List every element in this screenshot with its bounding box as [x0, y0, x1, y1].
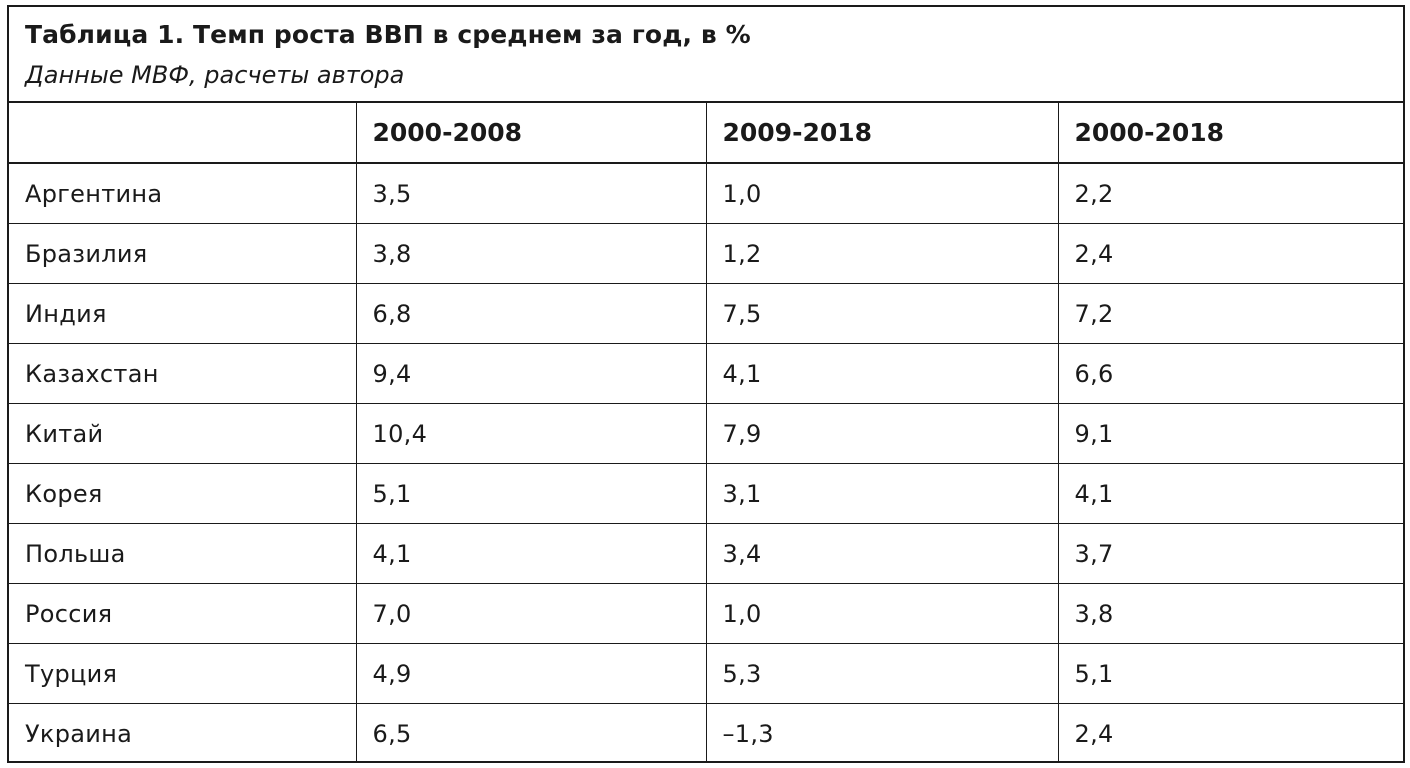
country-cell: Россия — [9, 583, 357, 644]
table-row: Индия 6,8 7,5 7,2 — [9, 283, 1403, 344]
country-cell: Бразилия — [9, 223, 357, 284]
table-frame: Таблица 1. Темп роста ВВП в среднем за г… — [7, 5, 1405, 763]
value-cell: 2,2 — [1058, 163, 1403, 224]
value-cell: 2,4 — [1058, 223, 1403, 284]
table-title: Таблица 1. Темп роста ВВП в среднем за г… — [25, 20, 751, 49]
table-row: Польша 4,1 3,4 3,7 — [9, 523, 1403, 584]
value-cell: 4,1 — [706, 343, 1059, 404]
value-cell: 3,4 — [706, 523, 1059, 584]
country-cell: Казахстан — [9, 343, 357, 404]
country-cell: Аргентина — [9, 163, 357, 224]
value-cell: 9,4 — [356, 343, 707, 404]
header-row: 2000-2008 2009-2018 2000-2018 — [9, 103, 1403, 164]
value-cell: 4,1 — [1058, 463, 1403, 524]
country-cell: Украина — [9, 703, 357, 763]
header-cell-2009-2018: 2009-2018 — [706, 103, 1059, 164]
value-cell: 3,7 — [1058, 523, 1403, 584]
country-cell: Польша — [9, 523, 357, 584]
value-cell: 3,1 — [706, 463, 1059, 524]
value-cell: –1,3 — [706, 703, 1059, 763]
value-cell: 7,2 — [1058, 283, 1403, 344]
table-row: Украина 6,5 –1,3 2,4 — [9, 703, 1403, 763]
value-cell: 6,5 — [356, 703, 707, 763]
value-cell: 4,9 — [356, 643, 707, 704]
value-cell: 10,4 — [356, 403, 707, 464]
value-cell: 9,1 — [1058, 403, 1403, 464]
country-cell: Китай — [9, 403, 357, 464]
value-cell: 3,5 — [356, 163, 707, 224]
table-row: Корея 5,1 3,1 4,1 — [9, 463, 1403, 524]
gdp-growth-table: 2000-2008 2009-2018 2000-2018 Аргентина … — [9, 103, 1403, 763]
value-cell: 5,1 — [1058, 643, 1403, 704]
header-cell-country — [9, 103, 357, 164]
value-cell: 5,1 — [356, 463, 707, 524]
value-cell: 6,8 — [356, 283, 707, 344]
table-row: Бразилия 3,8 1,2 2,4 — [9, 223, 1403, 284]
value-cell: 3,8 — [1058, 583, 1403, 644]
value-cell: 1,2 — [706, 223, 1059, 284]
table-caption: Таблица 1. Темп роста ВВП в среднем за г… — [9, 7, 1403, 103]
table-row: Россия 7,0 1,0 3,8 — [9, 583, 1403, 644]
table-row: Китай 10,4 7,9 9,1 — [9, 403, 1403, 464]
value-cell: 7,5 — [706, 283, 1059, 344]
country-cell: Корея — [9, 463, 357, 524]
value-cell: 7,9 — [706, 403, 1059, 464]
value-cell: 2,4 — [1074, 719, 1114, 748]
table-row: Турция 4,9 5,3 5,1 — [9, 643, 1403, 704]
country-cell: Турция — [9, 643, 357, 704]
value-cell: 4,1 — [356, 523, 707, 584]
header-cell-2000-2018: 2000-2018 — [1058, 103, 1403, 164]
value-cell: 6,6 — [1058, 343, 1403, 404]
country-cell: Индия — [9, 283, 357, 344]
table-row: Аргентина 3,5 1,0 2,2 — [9, 163, 1403, 224]
value-cell: 1,0 — [706, 583, 1059, 644]
value-cell: 3,8 — [356, 223, 707, 284]
header-cell-2000-2008: 2000-2008 — [356, 103, 707, 164]
table-subtitle: Данные МВФ, расчеты автора — [25, 61, 405, 89]
table-row: Казахстан 9,4 4,1 6,6 — [9, 343, 1403, 404]
value-cell: 1,0 — [706, 163, 1059, 224]
value-cell: 5,3 — [706, 643, 1059, 704]
value-cell: 7,0 — [356, 583, 707, 644]
